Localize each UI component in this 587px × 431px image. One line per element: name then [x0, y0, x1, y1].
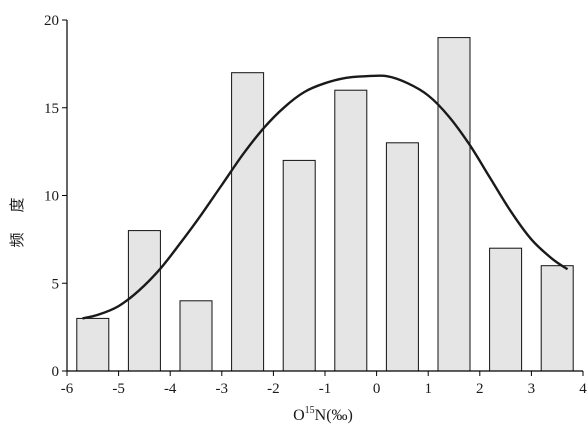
x-tick-label: 4 — [579, 381, 587, 397]
histogram-bar — [385, 142, 419, 372]
histogram-bar — [127, 230, 161, 372]
x-tick-label: -6 — [61, 381, 74, 397]
normal-fit-curve — [82, 74, 569, 320]
y-tick-label: 5 — [52, 276, 60, 292]
x-tick-label: -5 — [112, 381, 125, 397]
x-tick-label: -2 — [267, 381, 280, 397]
x-axis-title: O15N(‰) — [293, 405, 353, 424]
x-tick-label: -3 — [216, 381, 229, 397]
y-tick-label: 0 — [52, 364, 60, 380]
histogram-bar — [489, 247, 523, 372]
y-axis-title-char: 度 — [8, 197, 26, 212]
histogram-bar — [282, 159, 316, 372]
y-tick-label: 15 — [44, 101, 59, 117]
bars-layer — [76, 37, 574, 372]
y-axis-title-char: 频 — [8, 232, 26, 247]
y-tick-label: 20 — [44, 13, 59, 29]
histogram-bar — [334, 89, 368, 372]
fit-curve-layer — [82, 74, 569, 320]
x-axis-title-rest: N(‰) — [315, 407, 353, 424]
y-tick-label: 10 — [44, 189, 59, 205]
x-tick-label: 3 — [528, 381, 536, 397]
histogram-bar — [540, 265, 574, 372]
x-tick-label: 0 — [373, 381, 381, 397]
histogram-bar — [231, 72, 265, 372]
histogram-bar — [179, 300, 213, 372]
x-tick-label: 2 — [476, 381, 484, 397]
histogram-bar — [437, 37, 471, 372]
axes-layer — [62, 19, 584, 376]
histogram-bar — [76, 317, 110, 372]
x-tick-label: -1 — [319, 381, 332, 397]
x-axis-title-main: O — [293, 407, 305, 424]
x-tick-label: -4 — [164, 381, 177, 397]
x-axis-title-superscript: 15 — [305, 405, 315, 416]
x-tick-label: 1 — [424, 381, 432, 397]
